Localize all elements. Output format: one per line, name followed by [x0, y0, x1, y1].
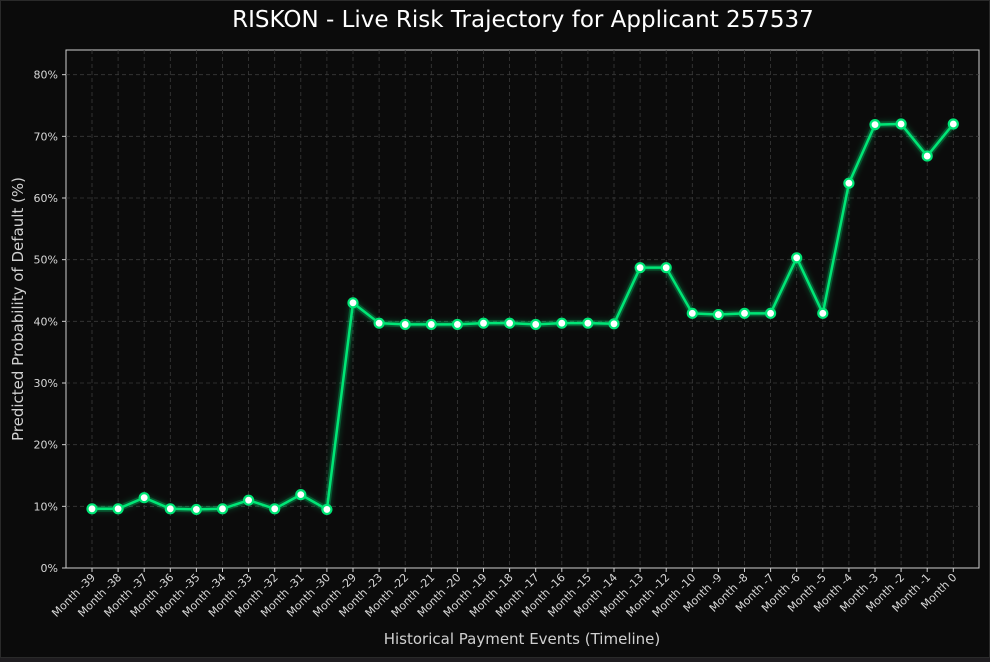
y-tick-label: 30%: [34, 377, 58, 390]
chart-title: RISKON - Live Risk Trajectory for Applic…: [232, 7, 814, 33]
data-point: [504, 317, 516, 329]
data-point: [269, 503, 281, 515]
data-point: [399, 318, 411, 331]
data-point: [451, 318, 463, 331]
data-point: [817, 307, 829, 319]
data-point: [869, 119, 881, 131]
data-point: [686, 307, 698, 319]
data-point: [138, 492, 150, 504]
y-tick-label: 80%: [34, 69, 58, 82]
data-point: [712, 308, 725, 321]
x-axis-label: Historical Payment Events (Timeline): [384, 630, 661, 648]
data-point: [582, 317, 594, 329]
data-point: [164, 503, 176, 515]
data-point: [243, 494, 255, 506]
data-point: [347, 297, 359, 309]
data-point: [321, 503, 333, 516]
y-tick-label: 70%: [34, 130, 58, 143]
y-tick-label: 0%: [41, 562, 58, 575]
y-tick-label: 40%: [34, 315, 58, 328]
y-tick-label: 50%: [34, 254, 58, 267]
y-tick-label: 20%: [34, 439, 58, 452]
data-point: [764, 307, 777, 319]
data-point: [86, 503, 98, 515]
data-point: [738, 307, 751, 319]
series-layer: [86, 118, 959, 516]
data-point: [556, 317, 568, 329]
data-point: [921, 150, 933, 162]
y-axis-label: Predicted Probability of Default (%): [9, 177, 27, 441]
data-point: [634, 262, 646, 274]
grid-lines: [66, 50, 979, 568]
data-point: [843, 177, 855, 189]
series-line: [92, 122, 955, 511]
data-point: [216, 503, 229, 515]
data-point: [947, 118, 959, 130]
data-point: [660, 262, 672, 274]
data-point: [530, 318, 542, 331]
y-tick-label: 10%: [34, 500, 58, 513]
data-point: [425, 318, 437, 331]
data-point: [112, 503, 124, 515]
y-axis-ticks: 0% 10% 20% 30% 40% 50% 60% 70% 80%: [34, 69, 66, 575]
data-point: [373, 317, 385, 329]
y-tick-label: 60%: [34, 192, 58, 205]
data-point: [477, 317, 490, 329]
data-point: [608, 318, 620, 330]
data-point: [791, 252, 803, 264]
data-point: [295, 489, 307, 501]
data-point: [895, 118, 907, 130]
data-point: [190, 503, 202, 516]
plot-area: [65, 49, 980, 569]
